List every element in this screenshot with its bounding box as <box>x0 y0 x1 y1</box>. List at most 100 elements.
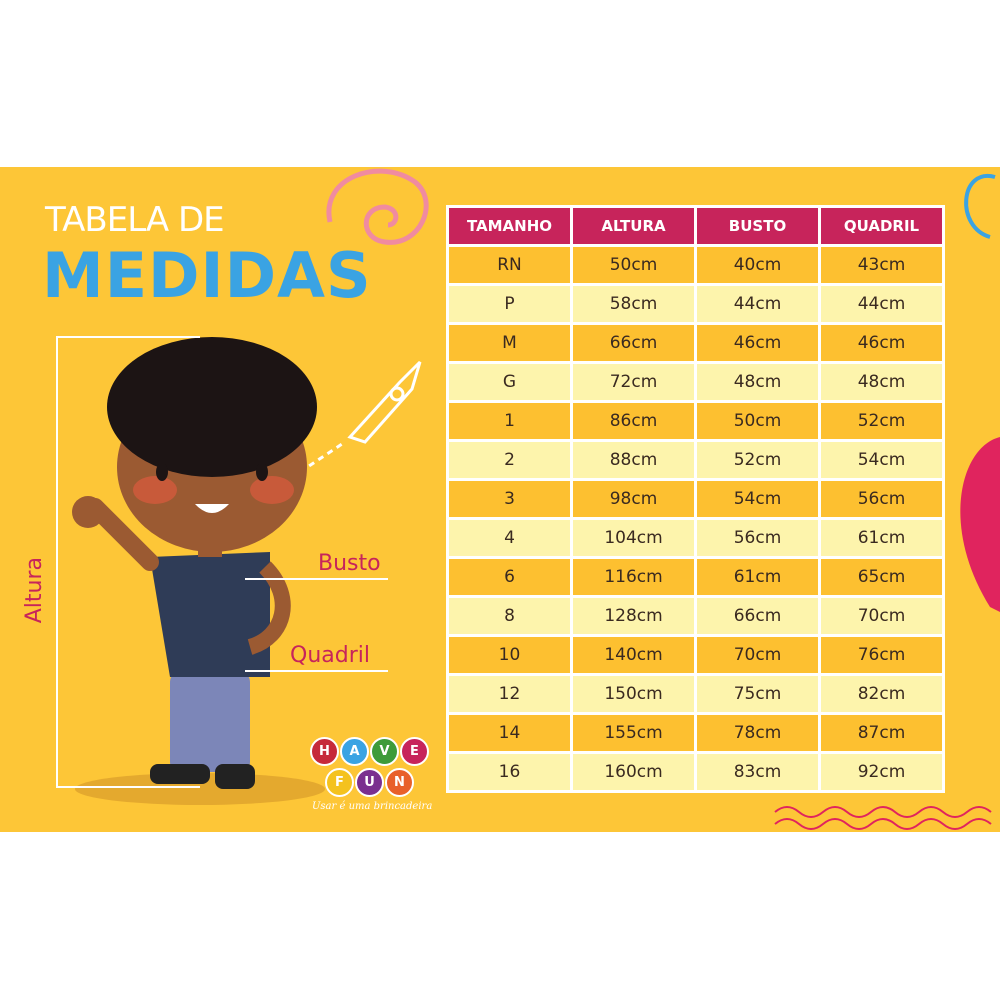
table-cell: 58cm <box>573 286 694 322</box>
table-cell: 16 <box>449 754 570 790</box>
logo-letter: F <box>325 768 354 797</box>
table-cell: 116cm <box>573 559 694 595</box>
decorations <box>56 168 1000 830</box>
logo-letter: U <box>355 768 384 797</box>
table-row: 14 155cm 78cm 87cm <box>449 715 942 751</box>
table-cell: 4 <box>449 520 570 556</box>
table-cell: 44cm <box>697 286 818 322</box>
table-row: 2 88cm 52cm 54cm <box>449 442 942 478</box>
table-row: 10 140cm 70cm 76cm <box>449 637 942 673</box>
table-cell: 50cm <box>573 247 694 283</box>
table-cell: 70cm <box>821 598 942 634</box>
table-cell: 43cm <box>821 247 942 283</box>
column-header: BUSTO <box>697 208 818 244</box>
table-cell: P <box>449 286 570 322</box>
altura-label: Altura <box>22 557 47 624</box>
table-cell: 56cm <box>697 520 818 556</box>
table-cell: 8 <box>449 598 570 634</box>
table-cell: 46cm <box>821 325 942 361</box>
table-cell: 155cm <box>573 715 694 751</box>
table-cell: 86cm <box>573 403 694 439</box>
table-cell: 128cm <box>573 598 694 634</box>
table-row: 12 150cm 75cm 82cm <box>449 676 942 712</box>
table-cell: 12 <box>449 676 570 712</box>
table-cell: G <box>449 364 570 400</box>
table-cell: 14 <box>449 715 570 751</box>
table-cell: 83cm <box>697 754 818 790</box>
table-cell: 65cm <box>821 559 942 595</box>
title-line-1: TABELA DE <box>45 200 225 240</box>
blue-swirl-decoration <box>964 173 996 239</box>
table-cell: 70cm <box>697 637 818 673</box>
table-cell: 10 <box>449 637 570 673</box>
column-header: TAMANHO <box>449 208 570 244</box>
table-row: 16 160cm 83cm 92cm <box>449 754 942 790</box>
rocket-icon <box>299 360 422 474</box>
logo-slogan: Usar é uma brincadeira <box>312 801 433 812</box>
table-cell: 76cm <box>821 637 942 673</box>
table-cell: 48cm <box>821 364 942 400</box>
table-cell: 44cm <box>821 286 942 322</box>
table-cell: 140cm <box>573 637 694 673</box>
table-cell: M <box>449 325 570 361</box>
logo-letter: N <box>385 768 414 797</box>
table-cell: 78cm <box>697 715 818 751</box>
table-row: 4 104cm 56cm 61cm <box>449 520 942 556</box>
table-row: 8 128cm 66cm 70cm <box>449 598 942 634</box>
table-cell: 52cm <box>821 403 942 439</box>
table-cell: 54cm <box>821 442 942 478</box>
logo-letter: V <box>370 737 399 766</box>
table-row: M 66cm 46cm 46cm <box>449 325 942 361</box>
table-cell: 160cm <box>573 754 694 790</box>
table-cell: 150cm <box>573 676 694 712</box>
measure-lines <box>56 336 200 788</box>
logo-letter: H <box>310 737 339 766</box>
size-table: TAMANHO ALTURA BUSTO QUADRIL RN 50cm 40cm 43cm… <box>446 205 945 793</box>
table-cell: 52cm <box>697 442 818 478</box>
boy-illustration <box>72 337 325 805</box>
busto-label: Busto <box>318 551 381 576</box>
table-cell: 75cm <box>697 676 818 712</box>
title-line-2: MEDIDAS <box>42 239 372 312</box>
table-row: P 58cm 44cm 44cm <box>449 286 942 322</box>
table-header-row: TAMANHO ALTURA BUSTO QUADRIL <box>449 208 942 244</box>
logo-letter: A <box>340 737 369 766</box>
table-cell: 92cm <box>821 754 942 790</box>
table-cell: 1 <box>449 403 570 439</box>
table-row: 3 98cm 54cm 56cm <box>449 481 942 517</box>
table-cell: 56cm <box>821 481 942 517</box>
table-cell: 66cm <box>697 598 818 634</box>
table-cell: 50cm <box>697 403 818 439</box>
wave-decoration <box>774 806 992 830</box>
logo-letter: E <box>400 737 429 766</box>
busto-line <box>245 578 388 580</box>
column-header: ALTURA <box>573 208 694 244</box>
column-header: QUADRIL <box>821 208 942 244</box>
quadril-line <box>245 670 388 672</box>
table-row: RN 50cm 40cm 43cm <box>449 247 942 283</box>
table-cell: 54cm <box>697 481 818 517</box>
pink-leaf-decoration <box>960 437 1000 612</box>
table-cell: 82cm <box>821 676 942 712</box>
table-cell: 46cm <box>697 325 818 361</box>
table-cell: 98cm <box>573 481 694 517</box>
table-cell: 2 <box>449 442 570 478</box>
table-cell: RN <box>449 247 570 283</box>
table-cell: 48cm <box>697 364 818 400</box>
spiral-decoration <box>326 168 429 245</box>
size-chart-banner: TABELA DE MEDIDAS Altura Busto Quadril H… <box>0 167 1000 832</box>
table-cell: 40cm <box>697 247 818 283</box>
table-cell: 104cm <box>573 520 694 556</box>
table-row: 1 86cm 50cm 52cm <box>449 403 942 439</box>
quadril-label: Quadril <box>290 643 370 668</box>
table-cell: 3 <box>449 481 570 517</box>
table-cell: 88cm <box>573 442 694 478</box>
table-row: G 72cm 48cm 48cm <box>449 364 942 400</box>
table-cell: 61cm <box>697 559 818 595</box>
table-cell: 6 <box>449 559 570 595</box>
table-cell: 72cm <box>573 364 694 400</box>
table-cell: 87cm <box>821 715 942 751</box>
table-cell: 61cm <box>821 520 942 556</box>
table-cell: 66cm <box>573 325 694 361</box>
table-row: 6 116cm 61cm 65cm <box>449 559 942 595</box>
